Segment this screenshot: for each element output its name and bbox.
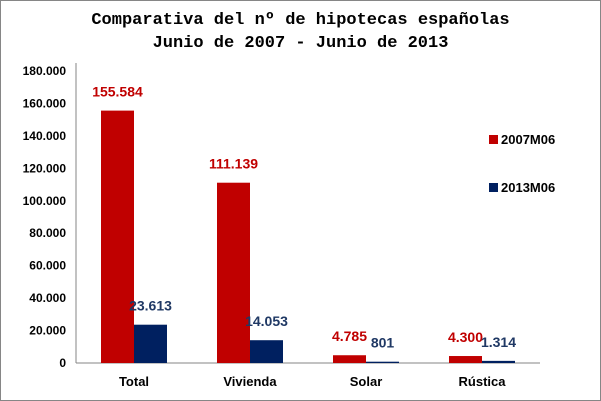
legend-label-2013M06: 2013M06 xyxy=(501,180,555,195)
bar-2007M06 xyxy=(101,110,134,363)
x-tick-label: Rústica xyxy=(459,374,507,389)
data-label-2013M06: 1.314 xyxy=(481,334,516,350)
bar-2013M06 xyxy=(134,324,167,363)
y-tick-label: 20.000 xyxy=(29,324,66,338)
legend-label-2007M06: 2007M06 xyxy=(501,132,555,147)
data-label-2013M06: 23.613 xyxy=(129,298,172,314)
y-tick-label: 160.000 xyxy=(23,96,67,110)
x-tick-label: Vivienda xyxy=(223,374,277,389)
y-tick-label: 120.000 xyxy=(23,161,67,175)
x-tick-label: Total xyxy=(119,374,149,389)
y-tick-label: 180.000 xyxy=(23,64,67,78)
data-label-2007M06: 4.300 xyxy=(448,329,483,345)
data-label-2007M06: 4.785 xyxy=(332,328,367,344)
data-label-2013M06: 801 xyxy=(371,335,395,351)
y-tick-label: 80.000 xyxy=(29,226,66,240)
y-tick-label: 40.000 xyxy=(29,291,66,305)
y-tick-label: 100.000 xyxy=(23,194,67,208)
data-label-2007M06: 155.584 xyxy=(92,84,143,100)
legend-swatch-2013M06 xyxy=(489,183,498,192)
y-tick-label: 140.000 xyxy=(23,129,67,143)
chart-title-line-1: Comparativa del nº de hipotecas española… xyxy=(91,11,510,30)
y-tick-label: 0 xyxy=(59,356,66,370)
bar-2007M06 xyxy=(333,355,366,363)
data-label-2013M06: 14.053 xyxy=(245,313,288,329)
chart-title-line-2: Junio de 2007 - Junio de 2013 xyxy=(152,34,449,53)
bar-2007M06 xyxy=(449,356,482,363)
bar-2007M06 xyxy=(217,182,250,363)
bar-2013M06 xyxy=(366,361,399,363)
bar-2013M06 xyxy=(250,340,283,363)
x-tick-label: Solar xyxy=(350,374,383,389)
data-label-2007M06: 111.139 xyxy=(209,156,258,172)
bar-2013M06 xyxy=(482,360,515,363)
y-tick-label: 60.000 xyxy=(29,259,66,273)
legend-swatch-2007M06 xyxy=(489,135,498,144)
